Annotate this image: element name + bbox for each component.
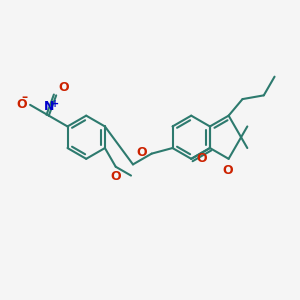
- Text: –: –: [21, 92, 27, 104]
- Text: O: O: [222, 164, 233, 177]
- Text: O: O: [58, 81, 69, 94]
- Text: O: O: [110, 170, 121, 183]
- Text: O: O: [136, 146, 147, 159]
- Text: O: O: [196, 152, 207, 165]
- Text: N: N: [44, 100, 54, 113]
- Text: O: O: [16, 98, 27, 111]
- Text: +: +: [51, 99, 59, 109]
